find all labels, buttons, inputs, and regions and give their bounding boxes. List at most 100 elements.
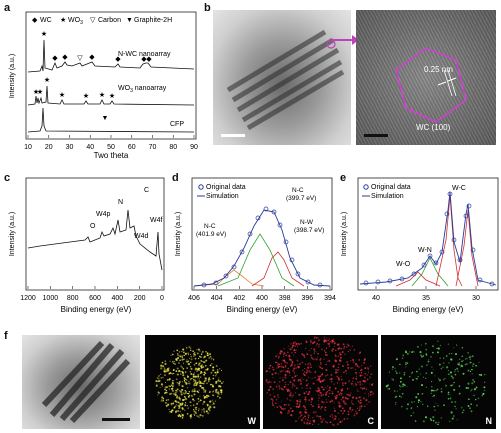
map-dot: [453, 381, 455, 384]
map-dot: [350, 360, 352, 362]
map-dot: [334, 354, 337, 357]
map-dot: [295, 342, 298, 346]
map-dot: [472, 355, 474, 358]
map-dot: [279, 352, 282, 355]
map-dot: [172, 384, 174, 386]
map-dot: [352, 377, 355, 379]
map-dot: [198, 380, 202, 383]
map-dot: [307, 393, 310, 396]
map-dot: [316, 344, 318, 346]
map-dot: [192, 352, 196, 355]
map-dot: [180, 403, 184, 406]
map-dot: [309, 420, 311, 423]
map-dot: [310, 366, 312, 369]
map-dot: [420, 384, 424, 387]
map-dot: [174, 400, 177, 403]
map-dot: [406, 386, 408, 388]
map-dot: [360, 371, 363, 374]
map-dot: [308, 349, 310, 351]
map-dot: [271, 373, 274, 376]
map-dot: [335, 398, 337, 400]
map-dot: [290, 414, 293, 417]
map-dot: [164, 374, 166, 377]
map-dot: [268, 380, 271, 383]
map-dot: [175, 403, 178, 406]
map-dot: [294, 391, 297, 394]
map-dot: [164, 386, 167, 389]
map-dot: [348, 379, 350, 381]
map-dot: [447, 369, 449, 372]
map-dot: [185, 371, 187, 373]
map-dot: [325, 393, 327, 396]
map-dot: [318, 416, 320, 418]
tem-scalebar: [221, 134, 245, 137]
map-dot: [328, 345, 331, 347]
map-dot: [212, 401, 214, 403]
map-dot: [336, 423, 339, 426]
map-dot: [276, 367, 278, 369]
map-dot: [304, 347, 307, 350]
map-dot: [163, 370, 166, 373]
map-dot: [314, 370, 317, 373]
map-dot: [272, 392, 274, 394]
map-dot: [291, 386, 294, 388]
map-dot: [298, 365, 300, 367]
map-dot: [294, 341, 296, 343]
x-tick-label: 800: [67, 295, 79, 302]
map-dot: [323, 349, 326, 352]
peak-nc1-value: (401.9 eV): [196, 231, 226, 238]
xrd-series-wo3: [27, 85, 195, 106]
map-dot: [166, 368, 169, 371]
map-dot: [469, 407, 471, 410]
map-dot: [296, 387, 298, 390]
map-dot: [310, 356, 313, 359]
map-dot: [451, 376, 453, 378]
map-dot: [189, 347, 192, 350]
map-dot: [349, 349, 351, 351]
map-dot: [307, 423, 309, 425]
map-dot: [206, 368, 209, 371]
map-dot: [307, 416, 310, 418]
xrd-chart: ◆ WC ★ WO3 ▽ Carbon ▼ Graphite-2H N-WC n…: [9, 11, 198, 160]
map-dot: [190, 367, 193, 370]
map-dot: [221, 382, 223, 384]
map-dot: [288, 389, 291, 392]
map-dot: [353, 414, 356, 417]
map-dot: [210, 371, 213, 374]
map-dot: [458, 363, 460, 366]
map-dot: [356, 365, 359, 368]
map-dot: [181, 399, 184, 401]
map-dot: [317, 345, 320, 348]
map-dot: [399, 377, 402, 380]
map-dot: [326, 360, 329, 362]
marker-star: ★: [109, 92, 115, 100]
map-dot: [451, 411, 453, 413]
map-dot: [187, 360, 189, 363]
map-dot: [346, 397, 349, 400]
map-dot: [396, 372, 398, 374]
map-dot: [161, 398, 163, 400]
map-dot: [207, 395, 210, 397]
map-dot: [308, 390, 311, 394]
map-dot: [201, 409, 203, 411]
map-dot: [217, 392, 220, 395]
map-dot: [399, 380, 402, 383]
xrd-ylabel: Intensity (a.u.): [9, 54, 16, 98]
map-dot: [317, 375, 319, 377]
map-dot: [200, 366, 203, 369]
map-dot: [201, 386, 204, 389]
map-dot: [202, 382, 205, 385]
map-dot: [196, 352, 199, 355]
map-dot: [192, 381, 194, 383]
map-dot: [294, 373, 296, 375]
peak-wc2-curve: [455, 209, 479, 287]
map-dot: [181, 367, 183, 369]
peak-n: N: [118, 199, 123, 206]
map-dot: [417, 399, 420, 402]
map-dot: [437, 351, 439, 354]
map-dot: [461, 355, 464, 357]
map-dot: [204, 389, 207, 392]
map-dot: [392, 366, 394, 369]
map-dot: [419, 351, 422, 354]
map-dot: [444, 377, 446, 380]
